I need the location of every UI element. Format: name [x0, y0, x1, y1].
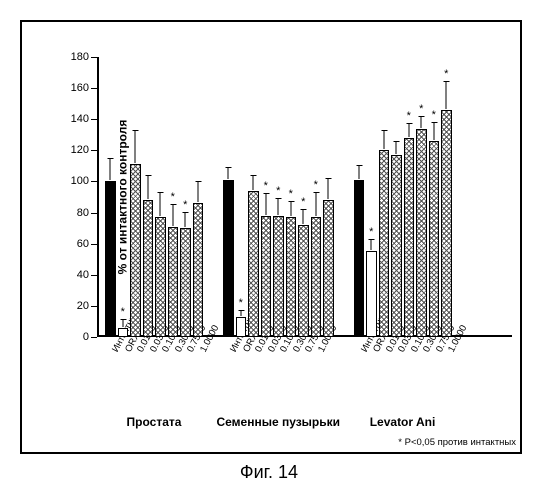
- bar: [379, 150, 390, 337]
- y-tick: [91, 337, 97, 338]
- bar: [441, 110, 452, 337]
- bar: [391, 155, 402, 337]
- bar: [118, 328, 129, 337]
- y-tick-label: 120: [71, 144, 89, 156]
- bar: [298, 225, 309, 337]
- error-bar: [253, 176, 254, 190]
- significance-star: *: [289, 188, 293, 200]
- chart-frame: % от интактного контроля 0 20 40 60 80 100 120…: [20, 20, 522, 454]
- bar: [130, 164, 141, 337]
- significance-star: *: [183, 199, 187, 211]
- error-bar: [446, 82, 447, 108]
- error-bar: [147, 176, 148, 199]
- bar: [223, 180, 234, 337]
- error-bar: [421, 117, 422, 128]
- bar: [416, 129, 427, 337]
- significance-star: *: [407, 110, 411, 122]
- bar: [155, 217, 166, 337]
- error-bar: [160, 193, 161, 216]
- error-bar: [408, 124, 409, 136]
- bar: [193, 203, 204, 337]
- significance-star: *: [419, 103, 423, 115]
- error-bar: [122, 320, 123, 326]
- bar: [236, 317, 247, 337]
- error-bar: [240, 311, 241, 316]
- bar: [286, 217, 297, 337]
- y-tick-label: 100: [71, 175, 89, 187]
- significance-star: *: [239, 297, 243, 309]
- significance-star: *: [314, 179, 318, 191]
- bar: [143, 200, 154, 337]
- bar: [366, 251, 377, 337]
- bar: [273, 216, 284, 337]
- bar: [180, 228, 191, 337]
- significance-star: *: [264, 180, 268, 192]
- y-tick: [91, 119, 97, 120]
- y-tick: [91, 181, 97, 182]
- significance-star: *: [369, 226, 373, 238]
- bar: [248, 191, 259, 337]
- error-bar: [110, 159, 111, 181]
- y-tick: [91, 213, 97, 214]
- error-bar: [278, 199, 279, 215]
- error-bar: [433, 123, 434, 140]
- error-bar: [290, 202, 291, 216]
- error-bar: [328, 179, 329, 199]
- bar: [429, 141, 440, 337]
- y-tick-label: 60: [77, 238, 89, 250]
- error-bar: [315, 193, 316, 216]
- bar: [323, 200, 334, 337]
- y-tick: [91, 88, 97, 89]
- bar: [168, 227, 179, 337]
- significance-star: *: [121, 306, 125, 318]
- y-tick-label: 20: [77, 300, 89, 312]
- significance-star: *: [276, 185, 280, 197]
- y-tick: [91, 150, 97, 151]
- y-axis: [97, 57, 99, 337]
- error-bar: [135, 131, 136, 164]
- y-tick-label: 160: [71, 82, 89, 94]
- plot-area: % от интактного контроля 020406080100120…: [97, 57, 512, 337]
- bar: [354, 180, 365, 337]
- error-bar: [172, 205, 173, 225]
- error-bar: [303, 210, 304, 224]
- bar: [311, 217, 322, 337]
- y-tick-label: 0: [83, 331, 89, 343]
- significance-star: *: [444, 68, 448, 80]
- error-bar: [265, 194, 266, 214]
- error-bar: [358, 166, 359, 178]
- y-tick: [91, 57, 97, 58]
- y-tick: [91, 275, 97, 276]
- y-axis-title: % от интактного контроля: [115, 120, 129, 275]
- error-bar: [383, 131, 384, 150]
- y-tick-label: 140: [71, 113, 89, 125]
- significance-star: *: [301, 196, 305, 208]
- figure-container: % от интактного контроля 0 20 40 60 80 100 120…: [0, 0, 538, 500]
- y-tick: [91, 306, 97, 307]
- error-bar: [371, 240, 372, 251]
- figure-caption: Фиг. 14: [0, 462, 538, 483]
- y-tick-label: 40: [77, 269, 89, 281]
- bar: [404, 138, 415, 337]
- error-bar: [185, 213, 186, 227]
- error-bar: [228, 168, 229, 179]
- bar: [105, 181, 116, 337]
- error-bar: [396, 142, 397, 154]
- significance-star: *: [171, 191, 175, 203]
- group-label: Levator Ani: [370, 415, 436, 429]
- y-tick: [91, 244, 97, 245]
- significance-star: *: [432, 109, 436, 121]
- significance-footnote: * P<0,05 против интактных: [398, 437, 516, 448]
- y-tick-label: 80: [77, 207, 89, 219]
- bar: [261, 216, 272, 337]
- group-label: Простата: [127, 415, 182, 429]
- error-bar: [197, 182, 198, 202]
- group-label: Семенные пузырьки: [216, 415, 340, 429]
- y-tick-label: 180: [71, 51, 89, 63]
